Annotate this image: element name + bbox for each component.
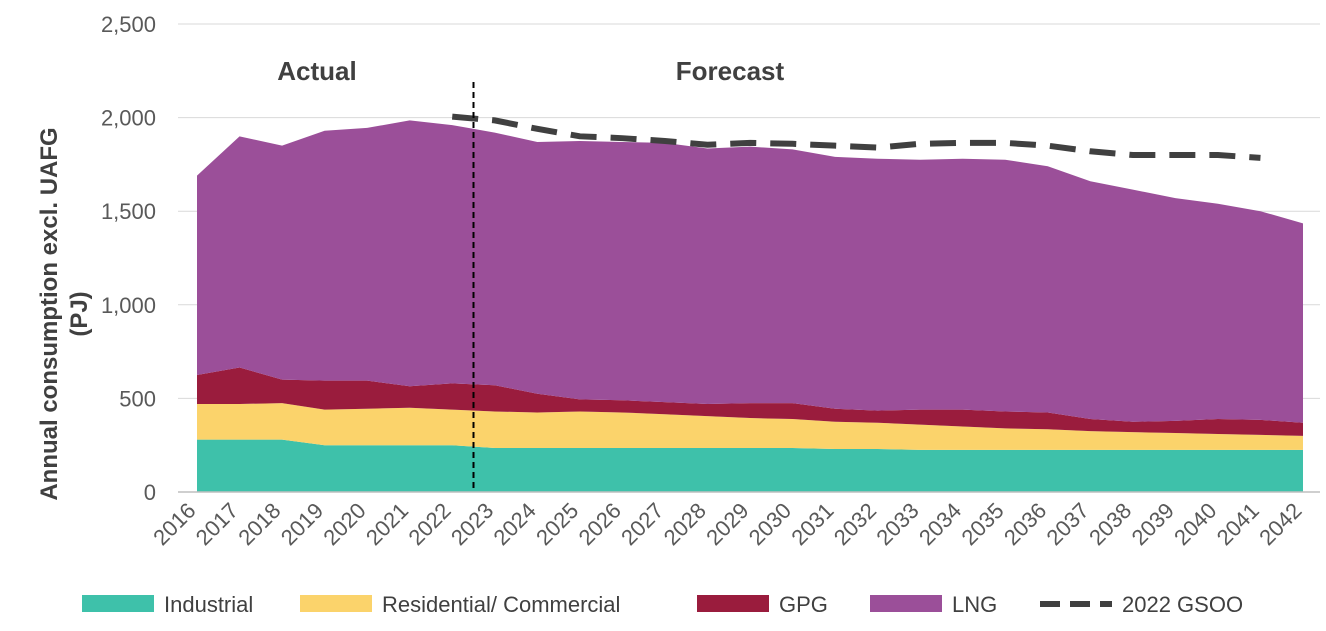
x-tick-label: 2018 bbox=[233, 498, 285, 550]
x-tick-label: 2027 bbox=[616, 498, 668, 550]
legend-swatch bbox=[697, 595, 769, 612]
legend-item-2022-gsoo: 2022 GSOO bbox=[1040, 592, 1243, 617]
x-tick-label: 2038 bbox=[1084, 498, 1136, 550]
x-tick-label: 2042 bbox=[1254, 498, 1306, 550]
x-tick-label: 2041 bbox=[1212, 498, 1264, 550]
legend-label: LNG bbox=[952, 592, 997, 617]
x-tick-label: 2032 bbox=[829, 498, 881, 550]
x-tick-label: 2033 bbox=[871, 498, 923, 550]
legend-swatch bbox=[82, 595, 154, 612]
y-axis-title-line-2: (PJ) bbox=[66, 291, 93, 336]
legend: Industrial Residential/ Commercial GPG LNG 2… bbox=[82, 592, 1243, 617]
x-tick-label: 2034 bbox=[914, 498, 966, 550]
y-tick-label: 2,000 bbox=[101, 106, 156, 131]
reference-line-2022-gsoo bbox=[451, 113, 1261, 161]
x-tick-label: 2031 bbox=[786, 498, 838, 550]
x-tick-label: 2023 bbox=[446, 498, 498, 550]
x-tick-label: 2039 bbox=[1127, 498, 1179, 550]
x-tick-label: 2019 bbox=[276, 498, 328, 550]
actual-annotation: Actual bbox=[277, 56, 356, 86]
x-tick-label: 2020 bbox=[318, 498, 370, 550]
x-tick-label: 2021 bbox=[361, 498, 413, 550]
x-tick-label: 2035 bbox=[956, 498, 1008, 550]
legend-label: 2022 GSOO bbox=[1122, 592, 1243, 617]
x-tick-label: 2029 bbox=[701, 498, 753, 550]
y-tick-label: 500 bbox=[119, 386, 156, 411]
x-tick-label: 2028 bbox=[659, 498, 711, 550]
x-tick-label: 2036 bbox=[999, 498, 1051, 550]
area-series-group bbox=[197, 120, 1303, 492]
x-tick-label: 2030 bbox=[744, 498, 796, 550]
x-tick-label: 2017 bbox=[191, 498, 243, 550]
y-tick-label: 0 bbox=[144, 480, 156, 505]
legend-item-residential-commercial: Residential/ Commercial bbox=[300, 592, 620, 617]
legend-swatch bbox=[870, 595, 942, 612]
legend-item-gpg: GPG bbox=[697, 592, 828, 617]
legend-item-lng: LNG bbox=[870, 592, 997, 617]
x-tick-label: 2037 bbox=[1042, 498, 1094, 550]
annotations: Actual Forecast bbox=[277, 56, 785, 492]
legend-label: Residential/ Commercial bbox=[382, 592, 620, 617]
legend-swatch bbox=[300, 595, 372, 612]
forecast-annotation: Forecast bbox=[676, 56, 785, 86]
legend-label: Industrial bbox=[164, 592, 253, 617]
y-tick-label: 2,500 bbox=[101, 12, 156, 37]
area-lng bbox=[197, 120, 1303, 423]
x-tick-label: 2022 bbox=[403, 498, 455, 550]
reference-line-group bbox=[451, 113, 1261, 161]
x-tick-label: 2024 bbox=[489, 498, 541, 550]
y-tick-label: 1,500 bbox=[101, 199, 156, 224]
y-axis-title: Annual consumption excl. UAFG (PJ) bbox=[36, 127, 93, 500]
x-tick-label: 2016 bbox=[148, 498, 200, 550]
x-tick-label: 2025 bbox=[531, 498, 583, 550]
x-tick-label: 2026 bbox=[574, 498, 626, 550]
legend-label: GPG bbox=[779, 592, 828, 617]
x-tick-label: 2040 bbox=[1169, 498, 1221, 550]
legend-item-industrial: Industrial bbox=[82, 592, 253, 617]
y-tick-label: 1,000 bbox=[101, 293, 156, 318]
y-axis-title-line-1: Annual consumption excl. UAFG bbox=[36, 127, 63, 500]
